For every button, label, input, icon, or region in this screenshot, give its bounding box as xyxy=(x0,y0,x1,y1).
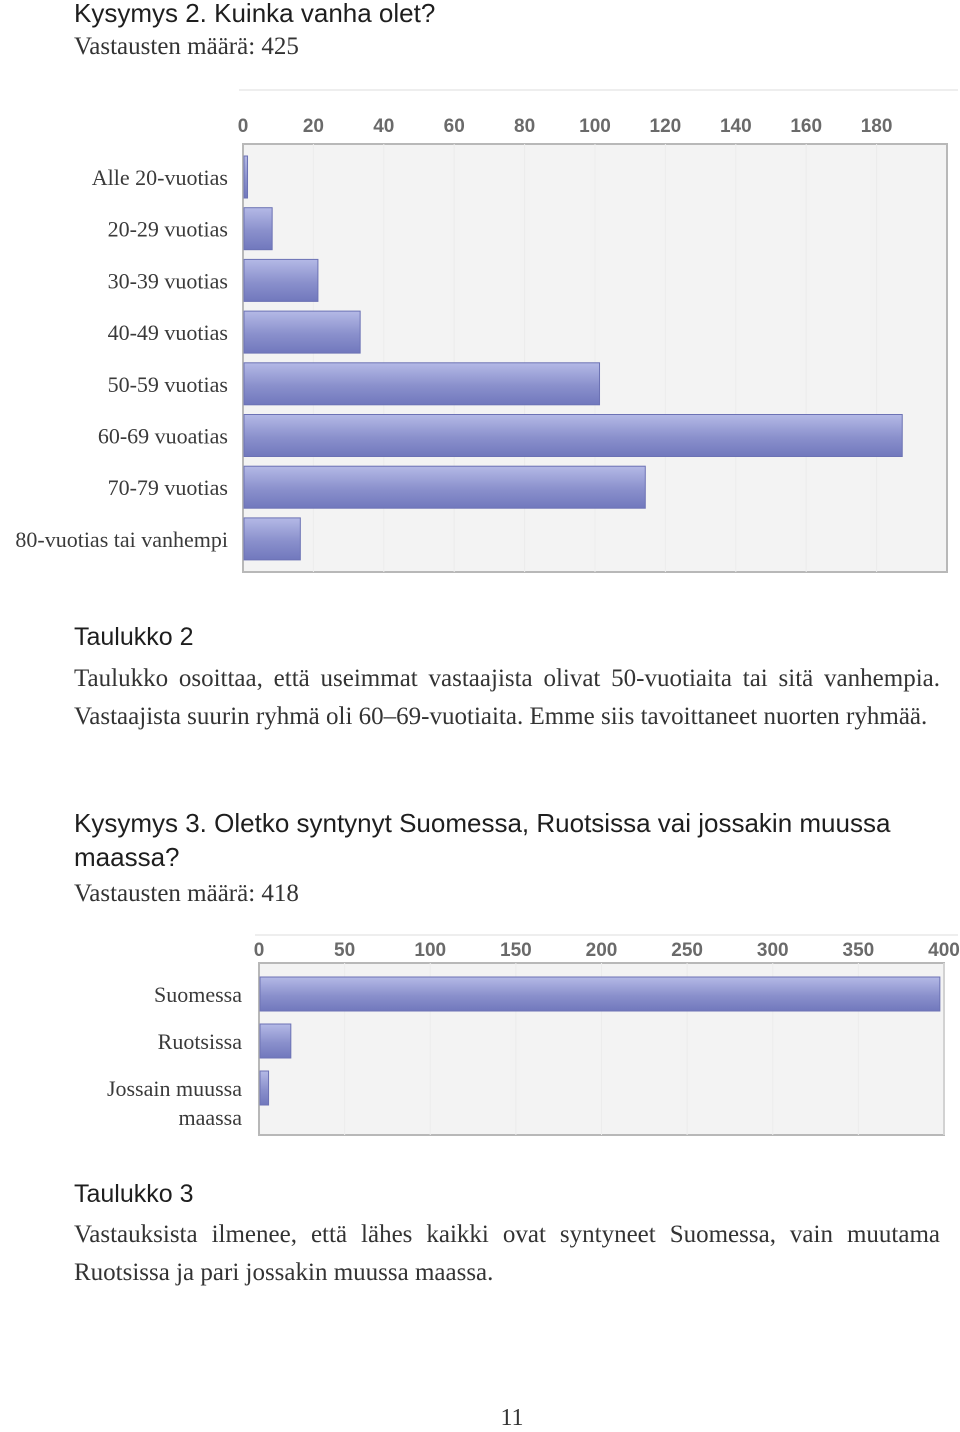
x-tick-label: 200 xyxy=(586,940,618,961)
category-label-80-vuotias-tai-vanhempi: 80-vuotias tai vanhempi xyxy=(15,527,228,552)
age-bar-chart: 0 20 40 60 80 100 120 140 160 180 Alle 20-vuotias 2… xyxy=(0,80,960,580)
x-tick-label: 400 xyxy=(928,940,960,961)
bar-jossain-muussa-maassa xyxy=(259,1070,270,1106)
question-2-response-count: Vastausten määrä: 425 xyxy=(74,33,299,60)
x-tick-label: 100 xyxy=(579,116,611,137)
question-3-heading-line-1: Kysymys 3. Oletko syntynyt Suomessa, Ruo… xyxy=(74,808,891,838)
bar-ruotsissa xyxy=(259,1023,292,1059)
category-label-70-79-vuotias: 70-79 vuotias xyxy=(108,475,228,500)
table-2-text: Taulukko osoittaa, että useimmat vastaaj… xyxy=(74,665,940,730)
question-3-heading-line-2: maassa? xyxy=(74,842,180,872)
bar-80-vuotias-tai-vanhempi xyxy=(243,517,301,561)
bar-suomessa xyxy=(259,976,941,1012)
bar-30-39-vuotias xyxy=(243,258,319,302)
x-tick-label: 160 xyxy=(790,116,822,137)
x-tick-label: 180 xyxy=(861,116,893,137)
x-tick-label: 250 xyxy=(671,940,703,961)
table-3-title: Taulukko 3 xyxy=(74,1180,194,1208)
bar-40-49-vuotias xyxy=(243,310,361,354)
category-label-suomessa: Suomessa xyxy=(154,982,242,1007)
bar-60-69-vuoatias xyxy=(243,414,903,457)
category-label-40-49-vuotias: 40-49 vuotias xyxy=(108,320,228,345)
question-3-response-count: Vastausten määrä: 418 xyxy=(74,880,299,907)
category-label-60-69-vuoatias: 60-69 vuoatias xyxy=(98,424,228,449)
category-label-50-59-vuotias: 50-59 vuotias xyxy=(108,372,228,397)
page-number: 11 xyxy=(500,1405,524,1431)
category-label-jossain-muussa-maassa-line-2: maassa xyxy=(178,1105,242,1130)
birthplace-bar-chart: 0 50 100 150 200 250 300 350 400 Suomessa Ruotsiss… xyxy=(0,925,960,1150)
bar-20-29-vuotias xyxy=(243,207,273,251)
x-tick-label: 20 xyxy=(303,116,324,137)
x-tick-label: 120 xyxy=(650,116,682,137)
x-tick-label: 150 xyxy=(500,940,532,961)
x-tick-label: 80 xyxy=(514,116,535,137)
category-label-alle-20-vuotias: Alle 20-vuotias xyxy=(92,165,228,190)
x-tick-label: 350 xyxy=(843,940,875,961)
bar-70-79-vuotias xyxy=(243,465,646,509)
category-label-ruotsissa: Ruotsissa xyxy=(158,1029,243,1054)
x-tick-label: 50 xyxy=(334,940,355,961)
x-tick-label: 60 xyxy=(444,116,465,137)
bar-50-59-vuotias xyxy=(243,362,601,406)
category-label-30-39-vuotias: 30-39 vuotias xyxy=(108,268,228,293)
x-tick-label: 140 xyxy=(720,116,752,137)
x-tick-label: 0 xyxy=(238,116,249,137)
question-2-heading: Kysymys 2. Kuinka vanha olet? xyxy=(74,0,436,28)
table-3-text: Vastauksista ilmenee, että lähes kaikki … xyxy=(74,1221,940,1286)
x-tick-label: 100 xyxy=(414,940,446,961)
category-label-jossain-muussa-maassa-line-1: Jossain muussa xyxy=(107,1076,242,1101)
table-2-title: Taulukko 2 xyxy=(74,623,194,651)
x-tick-label: 40 xyxy=(373,116,394,137)
bar-alle-20-vuotias xyxy=(243,155,249,199)
category-label-20-29-vuotias: 20-29 vuotias xyxy=(108,217,228,242)
x-tick-label: 0 xyxy=(254,940,265,961)
x-tick-label: 300 xyxy=(757,940,789,961)
